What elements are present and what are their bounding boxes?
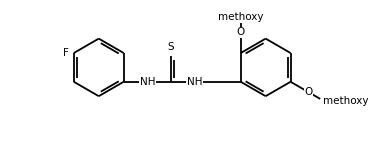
Text: NH: NH [187, 77, 202, 87]
Text: O: O [304, 87, 313, 97]
Text: F: F [63, 48, 69, 58]
Text: O: O [237, 27, 245, 37]
Text: methoxy: methoxy [218, 12, 263, 22]
Text: methoxy: methoxy [323, 96, 369, 106]
Text: NH: NH [140, 77, 155, 87]
Text: S: S [167, 42, 174, 52]
